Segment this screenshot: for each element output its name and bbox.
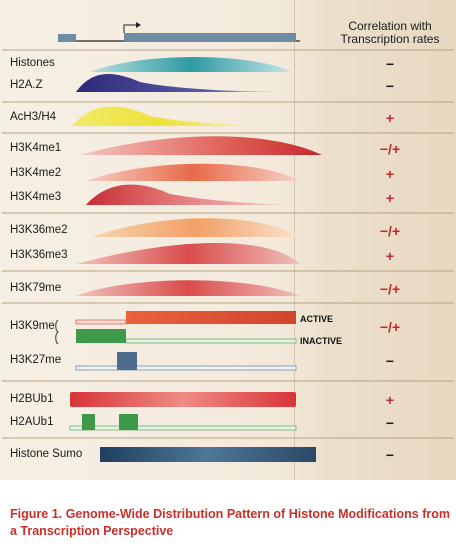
h2aub1-peak [82, 414, 95, 430]
h3k27me-peak [117, 352, 137, 370]
h3k79me-profile [76, 280, 300, 296]
row-label: AcH3/H4 [10, 111, 57, 123]
row-label: Histones [10, 57, 55, 69]
h2aub1-baseline [69, 425, 297, 431]
inactive-label: INACTIVE [300, 336, 343, 346]
correlation-value: + [385, 392, 395, 408]
correlation-value: −/+ [379, 223, 401, 239]
correlation-value: −/+ [379, 141, 401, 157]
row-label: H3K4me1 [10, 142, 62, 154]
h2az-profile [76, 73, 292, 92]
correlation-value: − [385, 415, 395, 431]
correlation-value: − [385, 447, 395, 463]
correlation-value: + [385, 190, 395, 206]
row-label: H3K27me [10, 354, 62, 366]
h3k9me-inactive-low [125, 338, 297, 344]
row-label: H3K79me [10, 282, 62, 294]
correlation-header: Correlation with Transcription rates [340, 19, 440, 46]
h3k9me-active-bar [126, 311, 296, 324]
histone-sumo-bar [100, 447, 316, 462]
row-label: H3K4me2 [10, 167, 62, 179]
h3k9me-inactive-bar [76, 329, 126, 343]
row-label: H2AUb1 [10, 416, 54, 428]
correlation-value: − [385, 56, 395, 72]
histones-profile [90, 57, 292, 72]
h3k36me3-profile [76, 243, 300, 264]
row-label: H2BUb1 [10, 393, 54, 405]
tss-arrow-head [136, 22, 141, 28]
correlation-value: + [385, 166, 395, 182]
gene-body-block [124, 33, 296, 42]
column-divider [294, 0, 295, 480]
diagram-graphics [2, 0, 454, 480]
correlation-value: − [385, 78, 395, 94]
tss-arrow [123, 24, 138, 33]
h3k9me-bracket [55, 319, 59, 345]
row-label: H3K4me3 [10, 191, 62, 203]
correlation-value: −/+ [379, 281, 401, 297]
h3k36me2-profile [92, 218, 300, 237]
row-label: H3K36me3 [10, 249, 68, 261]
diagram-panel: Correlation with Transcription rates His… [0, 0, 456, 480]
h2aub1-peak [119, 414, 138, 430]
h2bub1-bar [70, 392, 296, 407]
correlation-value: −/+ [379, 319, 401, 335]
row-label: H3K9me [10, 320, 55, 332]
active-label: ACTIVE [300, 314, 334, 324]
correlation-value: + [385, 248, 395, 264]
row-label: H3K36me2 [10, 224, 68, 236]
h3k4me3-profile [86, 184, 300, 205]
row-label: H2A.Z [10, 79, 43, 91]
h3k27me-baseline [75, 365, 297, 371]
upstream-block [58, 34, 76, 42]
h3k9me-active-low [75, 319, 127, 325]
figure-caption: Figure 1. Genome-Wide Distribution Patte… [10, 507, 450, 538]
correlation-value: + [385, 110, 395, 126]
row-label: Histone Sumo [10, 448, 83, 460]
correlation-value: − [385, 353, 395, 369]
h3k4me1-profile [80, 136, 322, 155]
h3k4me2-profile [86, 163, 300, 181]
acetylation-profile [72, 106, 292, 126]
